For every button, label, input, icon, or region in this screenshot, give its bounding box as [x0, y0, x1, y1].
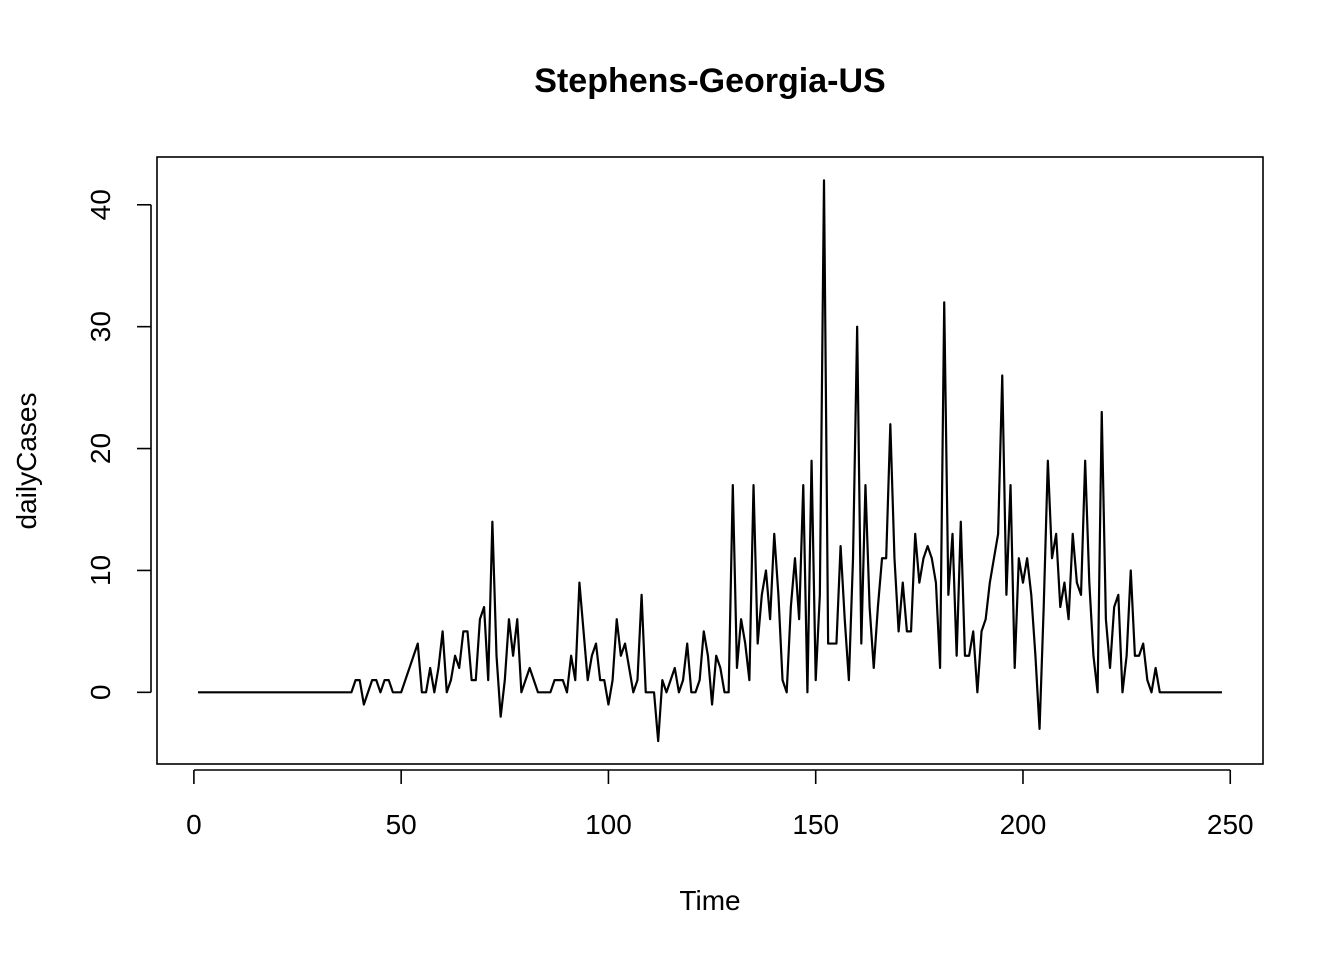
x-tick-label: 150	[792, 809, 839, 840]
x-tick-label: 50	[386, 809, 417, 840]
x-axis-label: Time	[679, 885, 740, 916]
x-tick-label: 100	[585, 809, 632, 840]
y-tick-label: 10	[85, 555, 116, 586]
y-tick-label: 20	[85, 433, 116, 464]
x-axis: 0 50 100 150 200 250	[186, 769, 1254, 840]
y-tick-label: 30	[85, 311, 116, 342]
y-tick-label: 0	[85, 685, 116, 701]
series-layer	[198, 179, 1222, 743]
x-tick-label: 0	[186, 809, 202, 840]
y-axis: 0 10 20 30 40	[85, 189, 152, 701]
series-line-0	[198, 179, 1222, 743]
x-tick-label: 200	[1000, 809, 1047, 840]
y-axis-label: dailyCases	[11, 393, 42, 530]
plot-frame	[156, 156, 1264, 765]
x-tick-label: 250	[1207, 809, 1254, 840]
y-tick-label: 40	[85, 189, 116, 220]
chart-title: Stephens-Georgia-US	[534, 62, 885, 100]
